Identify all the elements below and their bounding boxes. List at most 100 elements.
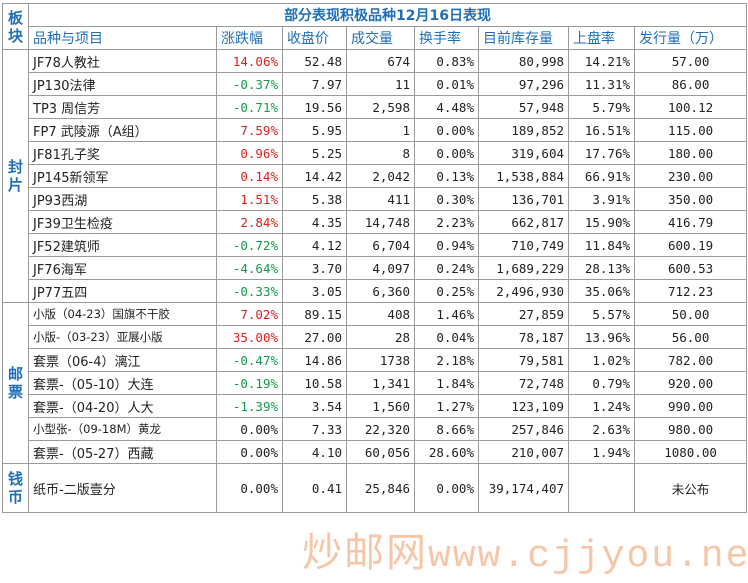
column-header: 上盘率 — [568, 26, 635, 50]
issue-cell: 180.00 — [633, 141, 748, 165]
change-cell: 0.14% — [216, 164, 283, 188]
table-row: 套票（06-4）漓江 -0.47% 14.86 1738 2.18% 79,581 1.02… — [3, 348, 748, 372]
item-name: JF81孔子奖 — [28, 141, 217, 165]
change-cell: 0.00% — [216, 463, 283, 513]
turnover-cell: 0.00% — [414, 463, 479, 513]
close-cell: 52.48 — [282, 49, 347, 73]
change-cell: 7.59% — [216, 118, 283, 142]
volume-cell: 1738 — [346, 348, 415, 372]
item-name: JP130法律 — [28, 72, 217, 96]
turnover-cell: 0.13% — [414, 164, 479, 188]
issue-cell: 712.23 — [633, 279, 748, 303]
listing-rate-cell: 16.51% — [568, 118, 635, 142]
volume-cell: 408 — [346, 302, 415, 326]
turnover-cell: 0.24% — [414, 256, 479, 280]
change-cell: -0.19% — [216, 371, 283, 395]
close-cell: 89.15 — [282, 302, 347, 326]
table-row: 套票-（04-20）人大 -1.39% 3.54 1,560 1.27% 123,109 1… — [3, 394, 748, 418]
stock-cell: 27,859 — [478, 302, 569, 326]
item-name: JP145新领军 — [28, 164, 217, 188]
table-row: 钱币 纸币-二版壹分 0.00% 0.41 25,846 0.00% 39,174,407 未… — [2, 463, 748, 513]
close-cell: 5.95 — [282, 118, 347, 142]
volume-cell: 11 — [346, 72, 415, 96]
issue-cell: 980.00 — [633, 417, 748, 441]
table-row: JP77五四 -0.33% 3.05 6,360 0.25% 2,496,930 35.06… — [3, 279, 748, 303]
turnover-cell: 0.30% — [414, 187, 479, 211]
column-header: 目前库存量 — [478, 26, 569, 50]
turnover-cell: 0.01% — [414, 72, 479, 96]
issue-cell: 57.00 — [633, 49, 748, 73]
column-header: 收盘价 — [282, 26, 347, 50]
column-header: 品种与项目 — [28, 26, 217, 50]
close-cell: 14.42 — [282, 164, 347, 188]
table-row: 小版-（03-23）亚展小版 35.00% 27.00 28 0.04% 78,187 13… — [3, 325, 748, 349]
volume-cell: 1,341 — [346, 371, 415, 395]
item-name: TP3 周信芳 — [28, 95, 217, 119]
issue-cell: 600.53 — [633, 256, 748, 280]
volume-cell: 4,097 — [346, 256, 415, 280]
section-label: 钱币 — [2, 463, 29, 513]
listing-rate-cell: 13.96% — [568, 325, 635, 349]
item-name: JP93西湖 — [28, 187, 217, 211]
volume-cell: 411 — [346, 187, 415, 211]
item-name: JF76海军 — [28, 256, 217, 280]
issue-cell: 115.00 — [633, 118, 748, 142]
change-cell: 1.51% — [216, 187, 283, 211]
change-cell: 0.96% — [216, 141, 283, 165]
volume-cell: 2,042 — [346, 164, 415, 188]
issue-cell: 230.00 — [633, 164, 748, 188]
watermark-url: www.cjjyou.net — [428, 535, 748, 578]
stock-cell: 189,852 — [478, 118, 569, 142]
listing-rate-cell: 3.91% — [568, 187, 635, 211]
table-row: JF81孔子奖 0.96% 5.25 8 0.00% 319,604 17.76% 180.0… — [3, 141, 748, 165]
listing-rate-cell: 1.24% — [568, 394, 635, 418]
item-name: FP7 武陵源（A组） — [28, 118, 217, 142]
change-cell: -4.64% — [216, 256, 283, 280]
close-cell: 14.86 — [282, 348, 347, 372]
table-row: TP3 周信芳 -0.71% 19.56 2,598 4.48% 57,948 5.79% 1… — [3, 95, 748, 119]
close-cell: 7.97 — [282, 72, 347, 96]
close-cell: 19.56 — [282, 95, 347, 119]
stock-cell: 72,748 — [478, 371, 569, 395]
volume-cell: 6,360 — [346, 279, 415, 303]
turnover-cell: 0.00% — [414, 141, 479, 165]
close-cell: 3.05 — [282, 279, 347, 303]
issue-cell: 920.00 — [633, 371, 748, 395]
change-cell: 0.00% — [216, 440, 283, 464]
stock-cell: 662,817 — [478, 210, 569, 234]
volume-cell: 8 — [346, 141, 415, 165]
turnover-cell: 1.84% — [414, 371, 479, 395]
stock-cell: 257,846 — [478, 417, 569, 441]
change-cell: 35.00% — [216, 325, 283, 349]
change-cell: -0.37% — [216, 72, 283, 96]
volume-cell: 25,846 — [346, 463, 415, 513]
listing-rate-cell: 66.91% — [568, 164, 635, 188]
stock-cell: 80,998 — [478, 49, 569, 73]
turnover-cell: 0.25% — [414, 279, 479, 303]
turnover-cell: 28.60% — [414, 440, 479, 464]
section-label: 封片 — [2, 49, 29, 303]
close-cell: 4.35 — [282, 210, 347, 234]
issue-cell: 782.00 — [633, 348, 748, 372]
turnover-cell: 0.04% — [414, 325, 479, 349]
item-name: 小型张-（09-18M）黄龙 — [28, 417, 217, 441]
table-row: JP93西湖 1.51% 5.38 411 0.30% 136,701 3.91% 350.0… — [3, 187, 748, 211]
close-cell: 3.54 — [282, 394, 347, 418]
turnover-cell: 0.00% — [414, 118, 479, 142]
table-row: 邮票 小版（04-23）国旗不干胶 7.02% 89.15 408 1.46% 27,859… — [2, 302, 748, 464]
table-row: 封片 JF78人教社 14.06% 52.48 674 0.83% 80,998 14.21%… — [2, 49, 748, 303]
stock-cell: 1,538,884 — [478, 164, 569, 188]
column-header: 成交量 — [346, 26, 415, 50]
issue-cell: 56.00 — [633, 325, 748, 349]
turnover-cell: 4.48% — [414, 95, 479, 119]
close-cell: 10.58 — [282, 371, 347, 395]
stock-cell: 1,689,229 — [478, 256, 569, 280]
volume-cell: 6,704 — [346, 233, 415, 257]
listing-rate-cell — [568, 463, 635, 513]
volume-cell: 28 — [346, 325, 415, 349]
volume-cell: 60,056 — [346, 440, 415, 464]
listing-rate-cell: 5.79% — [568, 95, 635, 119]
stock-cell: 210,007 — [478, 440, 569, 464]
turnover-cell: 0.83% — [414, 49, 479, 73]
stock-cell: 136,701 — [478, 187, 569, 211]
